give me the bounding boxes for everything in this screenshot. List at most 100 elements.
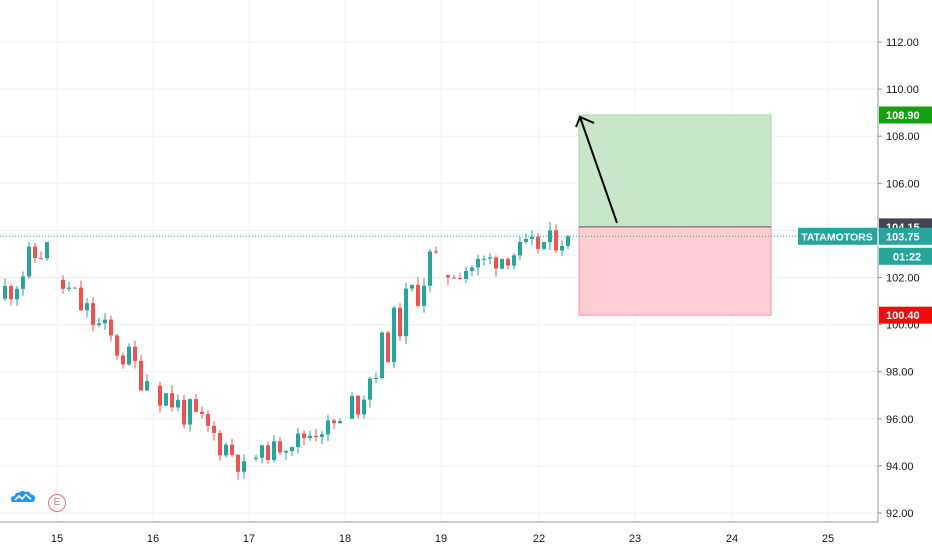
tradingview-cloud-icon [11,490,35,502]
candle-up [296,433,300,448]
candle-up [254,457,258,459]
overlays [0,115,878,237]
candle-up [482,258,486,260]
candle-down [61,279,65,289]
candle-up [464,270,468,279]
tradingview-logo-badge[interactable] [8,486,38,508]
time-tick-label: 17 [243,533,255,545]
candle-up [350,395,354,419]
time-tick-label: 24 [726,533,738,545]
candle-up [85,303,89,311]
candle-down [446,275,450,278]
countdown-tag-bg [879,247,932,265]
price-tick-label: 92.00 [886,508,914,520]
target-price-tag: 108.90 [886,110,920,122]
candle-up [338,421,342,424]
candle-up [145,381,149,391]
symbol-tag-bg [798,227,877,245]
candle-down [506,258,510,266]
candle-down [158,385,162,406]
candle-down [302,433,306,439]
direction-arrow [579,116,618,224]
time-tick-label: 19 [435,533,447,545]
candle-up [188,399,192,425]
candle-down [434,251,438,253]
candle-down [121,355,125,365]
candle-down [194,399,198,412]
candle-down [452,277,456,279]
candle-down [170,393,174,408]
candle-up [362,399,366,415]
candle-up [73,287,77,289]
countdown-tag: 01:22 [893,251,921,263]
candle-up [500,258,504,269]
candle-down [39,258,43,260]
candle-down [416,284,420,306]
candle-up [224,444,228,456]
candle-up [368,378,372,400]
price-tick-label: 108.00 [886,131,920,143]
candle-up [21,276,25,289]
candle-up [470,267,474,271]
target-price-tag-bg [879,106,932,124]
axes[interactable]: 92.0094.0096.0098.00100.00102.00104.0010… [0,0,920,545]
candle-down [278,441,282,453]
candle-down [266,445,270,460]
candle-down [139,360,143,391]
candle-down [33,246,37,259]
candle-up [410,284,414,289]
candle-up [428,251,432,286]
candle-up [284,451,288,453]
price-tick-label: 112.00 [886,37,919,49]
price-tick-label: 98.00 [886,367,914,379]
candle-up [103,319,107,324]
time-tick-label: 23 [629,533,641,545]
candle-up [308,435,312,439]
earnings-event-badge[interactable]: E [48,494,66,512]
candle-up [260,445,264,458]
candle-up [524,238,528,242]
price-tick-label: 102.00 [886,273,920,285]
candle-down [109,319,113,336]
candle-up [127,346,131,365]
candle-up [566,236,570,246]
candle-down [218,432,222,456]
candle-up [290,447,294,452]
candle-down [206,414,210,426]
candle-up [380,332,384,379]
symbol-tag: TATAMOTORS [801,231,873,243]
candle-down [236,454,240,472]
candle-down [133,346,137,361]
candle-down [458,277,462,279]
candle-up [488,257,492,259]
candle-up [374,378,378,380]
price-tick-label: 106.00 [886,178,920,190]
candle-up [404,288,408,337]
direction-arrowhead [575,115,595,128]
profit-zone [578,114,772,228]
candle-down [332,420,336,424]
candle-up [45,242,49,259]
position-zones [578,114,772,316]
candle-down [230,444,234,455]
time-tick-label: 15 [51,533,63,545]
candle-down [115,335,119,356]
candle-up [326,420,330,435]
time-tick-label: 22 [533,533,545,545]
time-tick-label: 18 [339,533,351,545]
last-price-tag-bg [879,227,932,245]
candle-down [356,395,360,415]
candle-up [518,241,522,256]
candle-up [272,441,276,460]
candle-up [422,285,426,306]
price-tick-label: 110.00 [886,84,919,96]
time-tick-label: 16 [147,533,159,545]
candle-up [512,255,516,266]
candle-up [176,399,180,408]
candle-down [494,257,498,269]
candle-down [398,307,402,337]
candle-down [91,303,95,326]
time-tick-label: 25 [822,533,834,545]
